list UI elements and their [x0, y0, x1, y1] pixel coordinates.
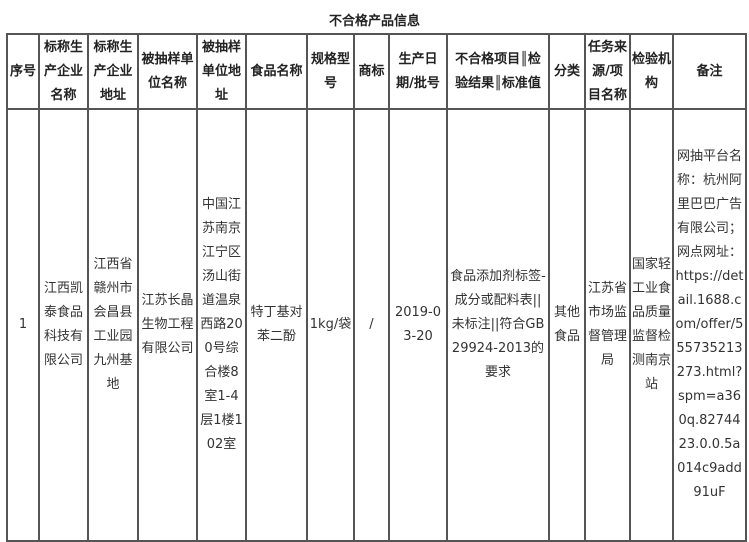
cell-index: 1	[6, 108, 40, 542]
nonconforming-products-table: 序号 标称生产企业名称 标称生产企业地址 被抽样单位名称 被抽样单位地址 食品名…	[6, 33, 747, 542]
header-index: 序号	[6, 33, 40, 110]
header-trademark: 商标	[353, 33, 390, 110]
cell-production-date: 2019-03-20	[388, 108, 448, 542]
header-producer-name: 标称生产企业名称	[38, 33, 89, 110]
cell-failed-item: 食品添加剂标签-成分或配料表||未标注||符合GB29924-2013的要求	[446, 108, 550, 542]
header-sampled-unit-name: 被抽样单位名称	[137, 33, 198, 110]
header-testing-agency: 检验机构	[629, 33, 674, 110]
header-food-name: 食品名称	[245, 33, 308, 110]
header-remarks: 备注	[672, 33, 747, 110]
header-producer-address: 标称生产企业地址	[87, 33, 139, 110]
cell-producer-name: 江西凯泰食品科技有限公司	[38, 108, 89, 542]
cell-spec: 1kg/袋	[306, 108, 355, 542]
cell-sampled-unit-name: 江苏长晶生物工程有限公司	[137, 108, 198, 542]
header-failed-item: 不合格项目║检验结果║标准值	[446, 33, 550, 110]
header-spec: 规格型号	[306, 33, 355, 110]
header-category: 分类	[548, 33, 586, 110]
cell-testing-agency: 国家轻工业食品质量监督检测南京站	[629, 108, 674, 542]
cell-sampled-unit-address: 中国江苏南京江宁区汤山街道温泉西路200号综合楼8室1-4层1楼102室	[196, 108, 247, 542]
header-task-source: 任务来源/项目名称	[584, 33, 631, 110]
header-production-date: 生产日期/批号	[388, 33, 448, 110]
cell-task-source: 江苏省市场监督管理局	[584, 108, 631, 542]
cell-food-name: 特丁基对苯二酚	[245, 108, 308, 542]
table-row: 1 江西凯泰食品科技有限公司 江西省赣州市会昌县工业园九州基地 江苏长晶生物工程…	[6, 108, 747, 542]
cell-remarks: 网抽平台名称：杭州阿里巴巴广告有限公司；网点网址：https://detail.…	[672, 108, 747, 542]
cell-trademark: /	[353, 108, 390, 542]
header-row: 序号 标称生产企业名称 标称生产企业地址 被抽样单位名称 被抽样单位地址 食品名…	[6, 33, 747, 110]
table-title: 不合格产品信息	[328, 14, 420, 29]
cell-producer-address: 江西省赣州市会昌县工业园九州基地	[87, 108, 139, 542]
cell-category: 其他食品	[548, 108, 586, 542]
header-sampled-unit-address: 被抽样单位地址	[196, 33, 247, 110]
